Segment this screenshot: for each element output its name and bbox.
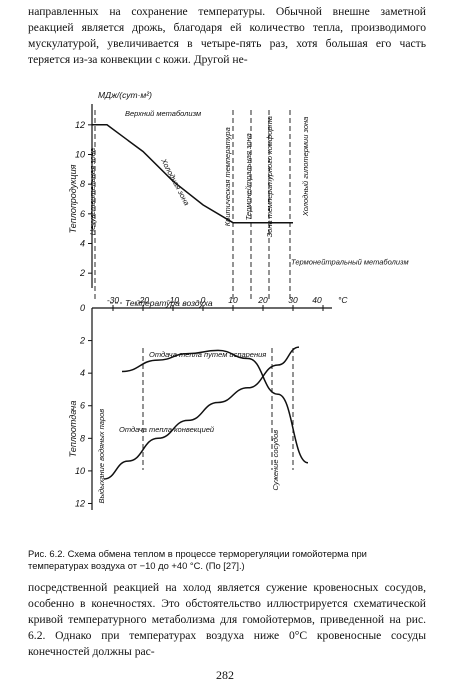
body-text-bottom: посредственной реакцией на холод являетс… <box>28 581 426 658</box>
lower-y-tick-label: 10 <box>75 466 85 476</box>
upper-annotation: Критическая температура <box>223 127 232 226</box>
lower-y-tick-label: 2 <box>79 336 85 346</box>
upper-y-tick-label: 12 <box>75 120 85 130</box>
upper-annotation: Термонейтральный метаболизм <box>291 257 409 266</box>
x-tick-label: -10 <box>167 295 180 305</box>
x-tick-label: -20 <box>137 295 150 305</box>
lower-y-tick-label: 4 <box>80 368 85 378</box>
metabolism-curve <box>92 124 293 224</box>
body-text-top: направленных на сохранение температуры. … <box>28 5 426 66</box>
x-tick-label: 0 <box>201 295 206 305</box>
lower-annotation: Сужение сосудов <box>271 430 280 491</box>
lower-annotation: Отдача тепла путем испарения <box>149 350 266 359</box>
convection-curve <box>103 346 300 480</box>
upper-annotation: Холодная зона <box>159 156 192 207</box>
upper-y-unit: МДж/(сут·м²) <box>98 90 152 100</box>
upper-annotation: Зона температурного комфорта <box>265 116 274 237</box>
upper-x-label: Температура воздуха <box>125 298 213 308</box>
x-unit: °С <box>338 295 348 305</box>
upper-y-tick-label: 4 <box>80 239 85 249</box>
upper-y-tick-label: 8 <box>80 179 85 189</box>
page-number: 282 <box>216 668 234 682</box>
lower-annotation: Отдача тепла конвекцией <box>119 425 215 434</box>
x-tick-label: 20 <box>257 295 268 305</box>
lower-y-label: Теплоотдача <box>68 401 78 458</box>
upper-y-tick-label: 6 <box>80 209 85 219</box>
x-tick-label: -30 <box>107 295 120 305</box>
lower-annotation: Выдыхание водяных паров <box>97 409 106 504</box>
upper-y-label: Теплопродукция <box>68 164 78 233</box>
upper-y-tick-label: 2 <box>79 268 85 278</box>
upper-annotation: Верхний метаболизм <box>125 109 201 118</box>
lower-zero-label: 0 <box>80 303 85 313</box>
figure-caption: Рис. 6.2. Схема обмена теплом в процессе… <box>28 548 367 571</box>
evaporation-curve <box>121 349 309 464</box>
upper-annotation: Термонейтральная зона <box>244 133 253 220</box>
lower-panel: -30 -20 -10 0 10 20 30 40 °С 0 2 4 6 8 10 12 Теплоотдача… <box>68 295 348 510</box>
x-tick-label: 40 <box>312 295 322 305</box>
upper-annotation: Нечувствительная зона <box>88 148 97 235</box>
lower-y-tick-label: 6 <box>80 401 85 411</box>
heat-exchange-figure: МДж/(сут·м²) 12 10 8 6 4 2 Теплопродукция Верхни… <box>68 90 409 510</box>
lower-y-tick-label: 8 <box>80 433 85 443</box>
upper-panel: МДж/(сут·м²) 12 10 8 6 4 2 Теплопродукция Верхни… <box>68 90 409 308</box>
x-tick-label: 10 <box>228 295 238 305</box>
upper-y-tick-label: 10 <box>75 150 85 160</box>
lower-y-tick-label: 12 <box>75 498 85 508</box>
upper-annotation: Холодный гипотермии зона <box>301 117 310 217</box>
x-tick-label: 30 <box>288 295 298 305</box>
